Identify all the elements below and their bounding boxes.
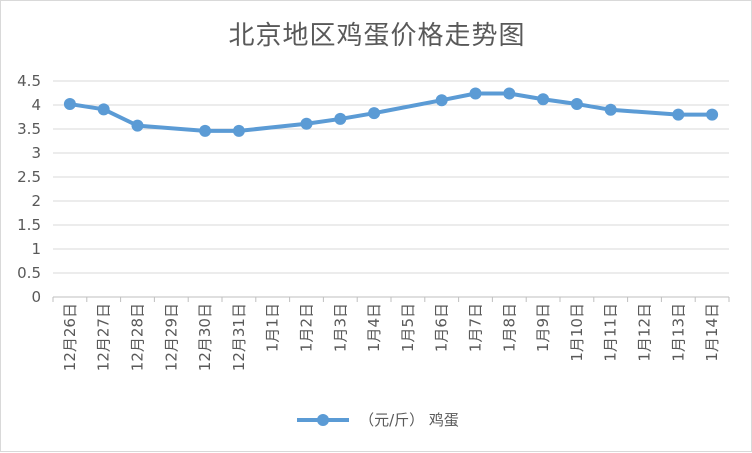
data-point <box>300 117 313 130</box>
x-tick-label: 12月26日 <box>61 303 79 371</box>
data-point <box>334 112 347 125</box>
data-point <box>706 108 719 121</box>
x-tick-label: 1月1日 <box>264 303 282 352</box>
chart-title: 北京地区鸡蛋价格走势图 <box>228 21 526 51</box>
data-point <box>537 93 550 106</box>
x-tick-label: 1月12日 <box>636 303 654 362</box>
x-tick-label: 1月7日 <box>467 303 485 352</box>
data-point <box>469 87 482 100</box>
data-point <box>232 124 245 137</box>
y-tick-label: 2.5 <box>17 168 41 186</box>
data-point <box>570 98 583 111</box>
y-tick-label: 3 <box>31 144 41 162</box>
legend: （元/斤） 鸡蛋 <box>1 409 752 430</box>
x-tick-label: 12月30日 <box>196 303 214 371</box>
series-line <box>67 91 715 133</box>
x-tick-label: 12月28日 <box>129 303 147 371</box>
y-tick-label: 3.5 <box>17 120 41 138</box>
x-axis-ticks: 12月26日 12月27日 12月28日 12月29日 12月30日 12月31日 1月1日… <box>61 303 721 371</box>
x-tick-label: 1月11日 <box>602 303 620 362</box>
data-point <box>672 108 685 121</box>
x-tick-label: 1月6日 <box>433 303 451 352</box>
y-axis-ticks: 0 0.5 1 1.5 2 2.5 3 3.5 4 4.5 <box>17 72 41 306</box>
x-axis <box>52 296 730 302</box>
y-tick-label: 0.5 <box>17 264 41 282</box>
data-point <box>131 119 144 132</box>
y-tick-label: 1 <box>31 240 41 258</box>
y-tick-label: 0 <box>31 288 41 306</box>
series-layer <box>63 87 719 137</box>
y-tick-label: 4.5 <box>17 72 41 90</box>
y-tick-label: 1.5 <box>17 216 41 234</box>
y-tick-label: 4 <box>31 96 41 114</box>
data-point <box>199 124 212 137</box>
data-point <box>97 103 110 116</box>
x-tick-label: 1月4日 <box>365 303 383 352</box>
data-point <box>503 87 516 100</box>
x-tick-label: 12月29日 <box>162 303 180 371</box>
data-point <box>368 107 381 120</box>
x-tick-label: 1月5日 <box>399 303 417 352</box>
y-tick-label: 2 <box>31 192 41 210</box>
x-tick-label: 1月13日 <box>669 303 687 362</box>
legend-swatch <box>297 413 350 426</box>
data-point <box>604 103 617 116</box>
x-tick-label: 1月3日 <box>331 303 349 352</box>
x-tick-label: 1月14日 <box>703 303 721 362</box>
gridlines <box>53 80 729 274</box>
x-tick-label: 1月9日 <box>534 303 552 352</box>
x-tick-label: 1月2日 <box>298 303 316 352</box>
data-point <box>435 94 448 107</box>
x-tick-label: 1月8日 <box>500 303 518 352</box>
data-point <box>63 98 76 111</box>
legend-label: （元/斤） 鸡蛋 <box>359 411 459 429</box>
x-tick-label: 12月31日 <box>230 303 248 371</box>
x-tick-label: 1月10日 <box>568 303 586 362</box>
x-tick-label: 12月27日 <box>95 303 113 371</box>
